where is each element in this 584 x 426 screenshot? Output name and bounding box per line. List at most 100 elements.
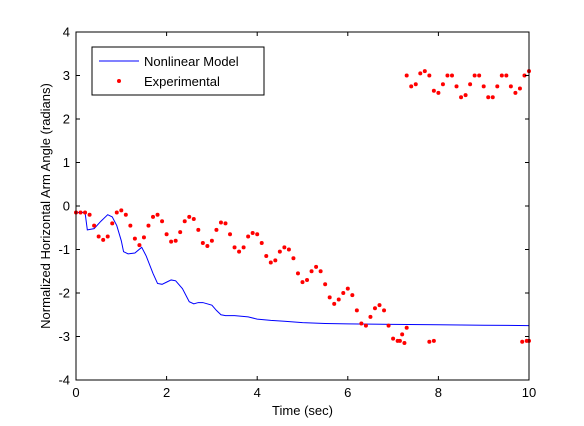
experimental-point [241, 245, 246, 250]
experimental-point [413, 82, 418, 87]
experimental-point [404, 325, 409, 330]
experimental-point [400, 332, 405, 337]
experimental-point [454, 84, 459, 89]
experimental-point [196, 227, 201, 232]
experimental-point [178, 230, 183, 235]
experimental-point [404, 73, 409, 78]
experimental-point [332, 301, 337, 306]
experimental-point [345, 286, 350, 291]
experimental-point [300, 280, 305, 285]
experimental-point [78, 210, 83, 215]
experimental-point [92, 223, 97, 228]
experimental-point [422, 69, 427, 74]
x-tick-label: 6 [344, 385, 351, 400]
experimental-point [436, 90, 441, 95]
experimental-point [137, 243, 142, 248]
legend-box [91, 46, 265, 96]
experimental-point [522, 73, 527, 78]
experimental-point [504, 73, 509, 78]
experimental-point [277, 249, 282, 254]
y-tick-label: -4 [58, 373, 70, 388]
y-tick-label: -2 [58, 286, 70, 301]
experimental-point [520, 339, 525, 344]
experimental-point [200, 240, 205, 245]
experimental-point [205, 244, 210, 249]
x-tick-label: 8 [435, 385, 442, 400]
experimental-point [459, 95, 464, 100]
experimental-point [305, 277, 310, 282]
experimental-point [490, 95, 495, 100]
experimental-point [246, 234, 251, 239]
experimental-point [232, 245, 237, 250]
experimental-point [273, 258, 278, 263]
experimental-point [499, 73, 504, 78]
experimental-point [336, 297, 341, 302]
experimental-point [141, 235, 146, 240]
experimental-point [187, 214, 192, 219]
experimental-point [101, 237, 106, 242]
y-tick-label: 4 [63, 25, 70, 40]
y-tick-label: 1 [63, 155, 70, 170]
experimental-point [314, 264, 319, 269]
experimental-point [223, 221, 228, 226]
experimental-point [449, 73, 454, 78]
experimental-point [368, 314, 373, 319]
x-tick-label: 10 [522, 385, 536, 400]
experimental-point [323, 282, 328, 287]
experimental-point [427, 339, 432, 344]
experimental-point [209, 238, 214, 243]
y-tick-label: 0 [63, 199, 70, 214]
experimental-point [402, 341, 407, 346]
experimental-point [151, 214, 156, 219]
experimental-point [96, 234, 101, 239]
x-tick-label: 0 [72, 385, 79, 400]
experimental-point [286, 247, 291, 252]
x-axis-label: Time (sec) [272, 403, 333, 418]
x-tick-label: 2 [163, 385, 170, 400]
experimental-point [282, 245, 287, 250]
experimental-point [486, 95, 491, 100]
experimental-point [191, 217, 196, 222]
series-line-nonlinear-model [76, 212, 530, 327]
experimental-point [87, 212, 92, 217]
legend-label-experimental: Experimental [144, 74, 220, 89]
experimental-point [128, 223, 133, 228]
experimental-point [228, 232, 233, 237]
series-markers-experimental [74, 69, 531, 346]
experimental-point [382, 308, 387, 313]
experimental-point [160, 219, 165, 224]
experimental-point [472, 73, 477, 78]
experimental-point [397, 338, 402, 343]
experimental-point [309, 269, 314, 274]
experimental-point [146, 223, 151, 228]
experimental-point [173, 238, 178, 243]
experimental-point [214, 227, 219, 232]
experimental-point [114, 210, 119, 215]
experimental-point [517, 86, 522, 91]
y-tick-label: 2 [63, 112, 70, 127]
experimental-point [386, 323, 391, 328]
experimental-point [391, 336, 396, 341]
experimental-point [377, 303, 382, 308]
experimental-point [182, 219, 187, 224]
experimental-point [268, 260, 273, 265]
ticks-layer: 0 2 4 6 8 10 -4 -3 -2 -1 0 1 2 3 4 [58, 25, 536, 401]
experimental-point [350, 293, 355, 298]
experimental-point [363, 323, 368, 328]
experimental-point [445, 73, 450, 78]
experimental-point [354, 308, 359, 313]
experimental-point [508, 84, 513, 89]
experimental-point [431, 88, 436, 93]
experimental-point [105, 234, 110, 239]
experimental-point [427, 73, 432, 78]
experimental-point [164, 232, 169, 237]
experimental-point [169, 239, 174, 244]
series-layer [74, 69, 531, 346]
experimental-point [264, 254, 269, 259]
x-tick-label: 4 [254, 385, 261, 400]
experimental-point [359, 321, 364, 326]
experimental-point [119, 208, 124, 213]
experimental-point [431, 338, 436, 343]
y-tick-label: -3 [58, 329, 70, 344]
